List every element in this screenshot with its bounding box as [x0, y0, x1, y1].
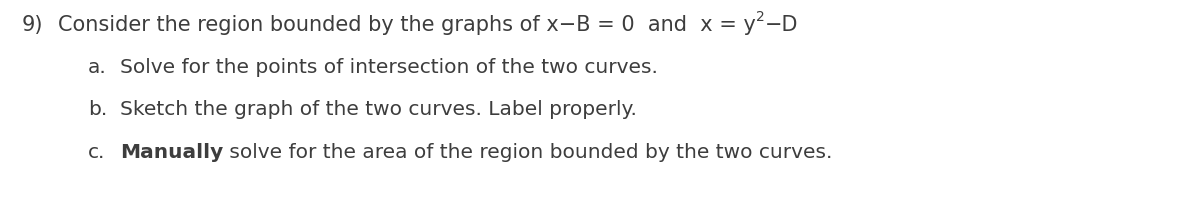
Text: −D: −D	[764, 15, 798, 35]
Text: solve for the area of the region bounded by the two curves.: solve for the area of the region bounded…	[223, 143, 833, 162]
Text: a.: a.	[88, 58, 107, 77]
Text: Solve for the points of intersection of the two curves.: Solve for the points of intersection of …	[120, 58, 658, 77]
Text: b.: b.	[88, 100, 107, 119]
Text: 9): 9)	[22, 15, 43, 35]
Text: Consider the region bounded by the graphs of x−B = 0  and  x = y: Consider the region bounded by the graph…	[58, 15, 756, 35]
Text: Manually: Manually	[120, 143, 223, 162]
Text: c.: c.	[88, 143, 106, 162]
Text: Sketch the graph of the two curves. Label properly.: Sketch the graph of the two curves. Labe…	[120, 100, 637, 119]
Text: 2: 2	[756, 10, 764, 24]
